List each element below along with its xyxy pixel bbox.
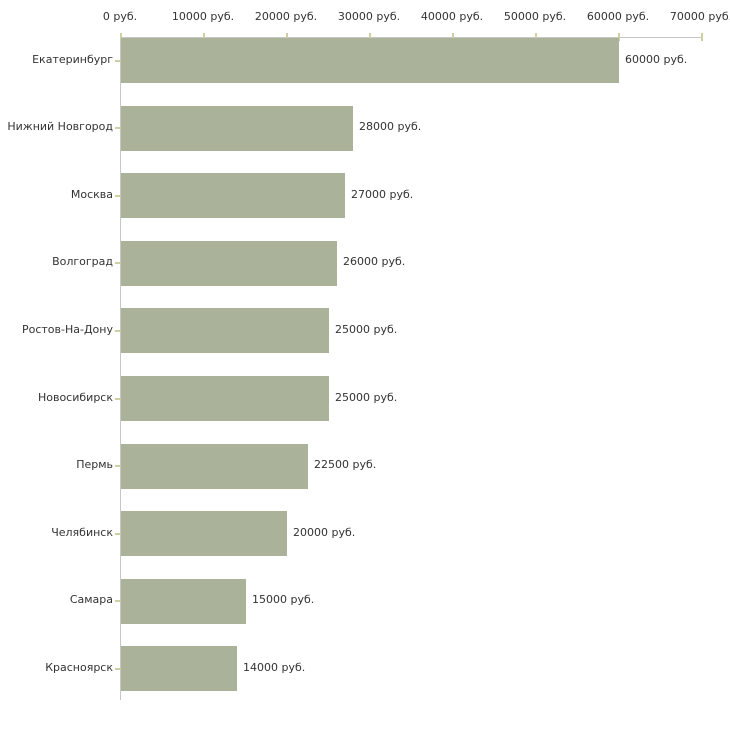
category-label: Красноярск	[45, 660, 113, 674]
category-label: Самара	[69, 593, 113, 607]
x-axis-tick-label: 40000 руб.	[420, 10, 484, 23]
x-axis-tick	[618, 33, 620, 41]
y-axis-tick	[115, 127, 120, 130]
x-axis-tick	[120, 33, 122, 41]
category-label: Челябинск	[51, 525, 113, 539]
bar-10	[121, 646, 237, 692]
value-label: 27000 руб.	[351, 187, 414, 201]
bar-9	[121, 578, 246, 624]
x-axis-tick	[286, 33, 288, 41]
value-label: 28000 руб.	[359, 120, 422, 134]
value-label: 25000 руб.	[335, 390, 398, 404]
y-axis-tick	[115, 600, 120, 603]
bar-7	[121, 443, 308, 489]
category-label: Москва	[70, 187, 113, 201]
value-label: 60000 руб.	[625, 52, 688, 66]
value-label: 14000 руб.	[243, 660, 306, 674]
value-label: 15000 руб.	[252, 593, 315, 607]
x-axis-tick-label: 60000 руб.	[586, 10, 650, 23]
y-axis-tick	[115, 465, 120, 468]
value-label: 22500 руб.	[314, 458, 377, 472]
category-label: Екатеринбург	[32, 52, 113, 66]
x-axis-tick-label: 50000 руб.	[503, 10, 567, 23]
bar-8	[121, 511, 287, 557]
bar-5	[121, 308, 329, 354]
x-axis-tick-label: 10000 руб.	[171, 10, 235, 23]
x-axis-tick	[369, 33, 371, 41]
y-axis-tick	[115, 329, 120, 332]
y-axis-tick	[115, 532, 120, 535]
y-axis-tick	[115, 194, 120, 197]
x-axis-tick-label: 70000 руб.	[669, 10, 730, 23]
bar-2	[121, 105, 353, 151]
category-label: Ростов-На-Дону	[21, 322, 113, 336]
x-axis-tick	[452, 33, 454, 41]
y-axis-tick	[115, 667, 120, 670]
y-axis-line	[120, 37, 121, 700]
value-label: 20000 руб.	[293, 525, 356, 539]
x-axis-line	[120, 37, 702, 38]
x-axis-tick-label: 30000 руб.	[337, 10, 401, 23]
category-label: Пермь	[76, 458, 113, 472]
category-label: Новосибирск	[37, 390, 113, 404]
bar-3	[121, 173, 345, 219]
x-axis-tick	[701, 33, 703, 41]
category-label: Нижний Новгород	[7, 120, 113, 134]
bar-6	[121, 376, 329, 421]
x-axis-tick	[203, 33, 205, 41]
bar-1	[121, 38, 619, 83]
bar-4	[121, 240, 337, 286]
x-axis-tick-label: 0 руб.	[102, 10, 138, 23]
value-label: 26000 руб.	[343, 255, 406, 269]
x-axis-tick-label: 20000 руб.	[254, 10, 318, 23]
value-label: 25000 руб.	[335, 322, 398, 336]
y-axis-tick	[115, 59, 120, 62]
y-axis-tick	[115, 262, 120, 265]
x-axis-tick	[535, 33, 537, 41]
category-label: Волгоград	[52, 255, 113, 269]
y-axis-tick	[115, 397, 120, 400]
